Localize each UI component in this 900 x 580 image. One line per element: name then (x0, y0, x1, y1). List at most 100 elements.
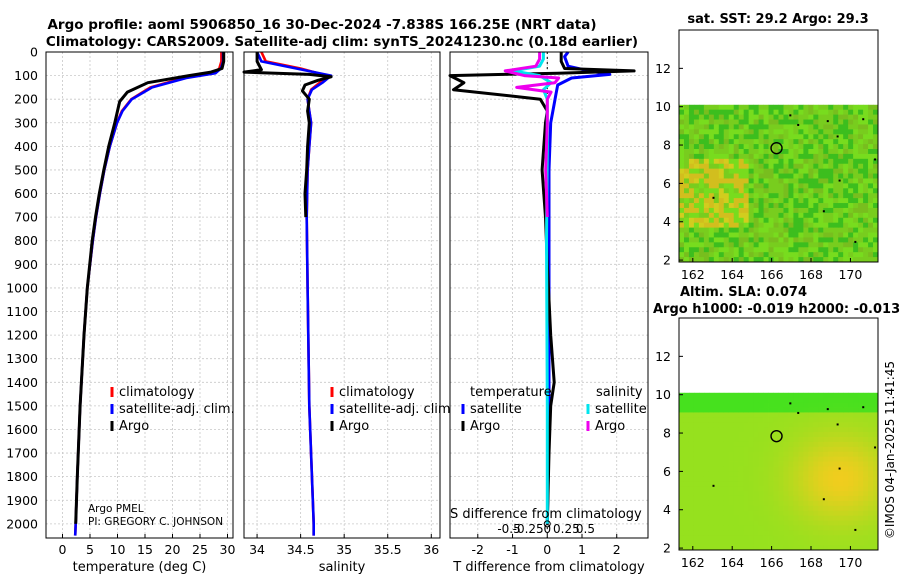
heatmap-cell (863, 124, 869, 130)
heatmap-cell (853, 153, 859, 160)
heatmap-cell (873, 427, 879, 433)
heatmap-cell (728, 461, 735, 467)
heatmap-cell (793, 520, 799, 526)
heatmap-cell (768, 392, 774, 399)
heatmap-cell (743, 212, 750, 219)
heatmap-cell (818, 451, 824, 458)
heatmap-cell (723, 437, 730, 443)
heatmap-cell (718, 129, 725, 135)
heatmap-cell (693, 178, 700, 184)
heatmap-cell (818, 188, 824, 194)
heatmap-cell (813, 397, 819, 403)
heatmap-cell (778, 471, 784, 477)
heatmap-cell (813, 407, 819, 413)
heatmap-cell (718, 104, 725, 111)
heatmap-cell (718, 486, 725, 492)
heatmap-cell (848, 129, 854, 135)
heatmap-cell (683, 515, 690, 521)
heatmap-cell (703, 124, 710, 130)
heatmap-cell (688, 153, 695, 160)
heatmap-cell (693, 257, 700, 263)
y-tick-label: 2 (663, 253, 671, 268)
heatmap-cell (728, 203, 735, 209)
heatmap-cell (679, 252, 685, 258)
heatmap-cell (833, 437, 839, 443)
heatmap-cell (713, 441, 720, 448)
heatmap-cell (773, 402, 779, 408)
heatmap-cell (798, 402, 804, 408)
heatmap-cell (778, 134, 784, 140)
heatmap-cell (803, 193, 809, 199)
heatmap-cell (863, 466, 869, 472)
heatmap-cell (693, 109, 700, 115)
heatmap-cell (798, 217, 804, 224)
heatmap-cell (683, 173, 690, 179)
heatmap-cell (788, 104, 794, 111)
heatmap-cell (818, 193, 824, 199)
heatmap-cell (723, 456, 730, 462)
x-tick-label: 162 (681, 555, 705, 570)
heatmap-cell (788, 242, 794, 248)
heatmap-cell (713, 252, 720, 258)
heatmap-cell (843, 227, 849, 233)
heatmap-cell (858, 119, 864, 125)
heatmap-cell (813, 173, 819, 179)
heatmap-cell (873, 119, 879, 125)
heatmap-cell (723, 486, 730, 492)
heatmap-cell (803, 540, 809, 546)
heatmap-cell (733, 129, 740, 135)
heatmap-cell (823, 422, 829, 428)
heatmap-cell (838, 510, 844, 516)
heatmap-cell (848, 207, 854, 214)
heatmap-cell (758, 227, 764, 233)
heatmap-cell (679, 129, 685, 135)
heatmap-cell (798, 505, 804, 512)
heatmap-cell (708, 227, 715, 233)
heatmap-cell (853, 144, 859, 150)
heatmap-cell (868, 144, 874, 150)
heatmap-cell (679, 471, 685, 477)
heatmap-cell (808, 227, 814, 233)
heatmap-cell (813, 237, 819, 243)
heatmap-cell (683, 114, 690, 120)
heatmap-cell (803, 466, 809, 472)
heatmap-cell (813, 212, 819, 219)
heatmap-cell (773, 535, 779, 541)
heatmap-cell (728, 456, 735, 462)
heatmap-cell (818, 446, 824, 453)
heatmap-cell (793, 139, 799, 145)
heatmap-cell (853, 476, 859, 482)
heatmap-cell (858, 178, 864, 184)
heatmap-cell (718, 149, 725, 155)
heatmap-cell (783, 109, 789, 115)
heatmap-cell (868, 188, 874, 194)
heatmap-cell (778, 252, 784, 258)
heatmap-cell (813, 119, 819, 125)
heatmap-cell (778, 153, 784, 160)
heatmap-cell (843, 451, 849, 458)
heatmap-cell (788, 203, 794, 209)
heatmap-cell (683, 471, 690, 477)
heatmap-cell (808, 407, 814, 413)
heatmap-cell (868, 407, 874, 413)
heatmap-cell (763, 217, 769, 224)
y-tick-label: 0 (30, 45, 38, 60)
heatmap-cell (793, 178, 799, 184)
heatmap-cell (853, 535, 859, 541)
legend-label: satellite-adj. clim. (119, 402, 235, 417)
heatmap-cell (698, 540, 705, 546)
heatmap-cell (778, 227, 784, 233)
island-dot (826, 120, 829, 123)
heatmap-cell (788, 535, 794, 541)
heatmap-cell (698, 446, 705, 453)
heatmap-cell (808, 397, 814, 403)
heatmap-cell (788, 412, 794, 418)
heatmap-cell (718, 247, 725, 253)
heatmap-cell (863, 540, 869, 546)
heatmap-cell (708, 441, 715, 448)
legend-title-salinity: salinity (596, 385, 643, 400)
heatmap-cell (758, 212, 764, 219)
heatmap-cell (693, 139, 700, 145)
heatmap-cell (778, 481, 784, 487)
heatmap-cell (858, 545, 864, 551)
